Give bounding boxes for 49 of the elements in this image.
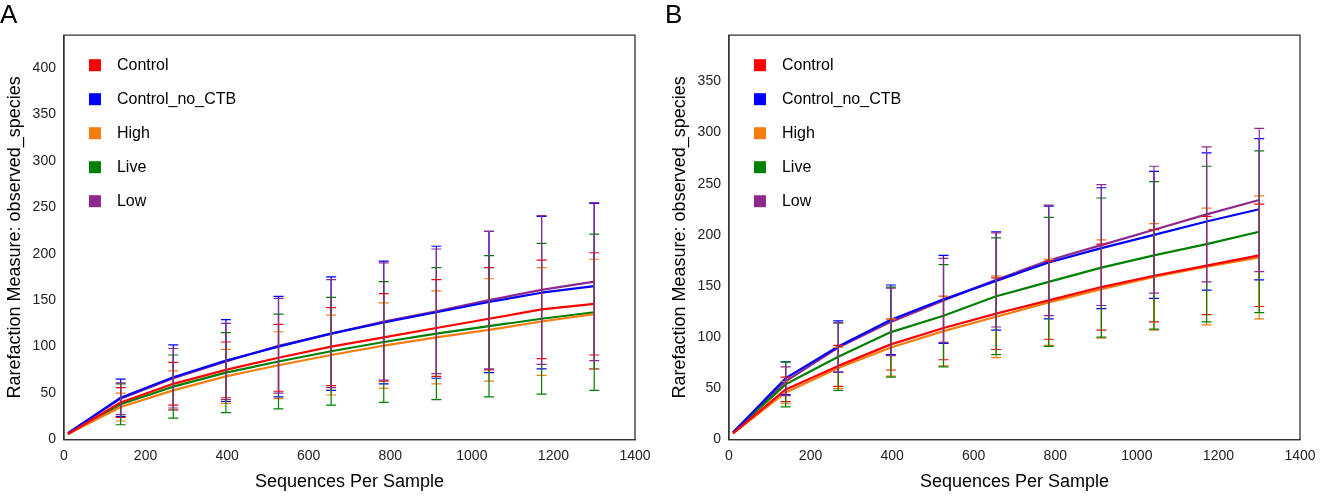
x-tick-label: 600 bbox=[297, 446, 321, 463]
legend-label: Control_no_CTB bbox=[116, 89, 237, 108]
y-tick-label: 0 bbox=[48, 430, 57, 447]
x-tick-label: 1000 bbox=[456, 446, 488, 463]
legend-label: Control_no_CTB bbox=[781, 89, 902, 108]
y-tick-label: 300 bbox=[32, 151, 57, 168]
y-tick-label: 350 bbox=[32, 105, 57, 122]
legend-label: Low bbox=[781, 191, 812, 209]
y-tick-label: 300 bbox=[697, 123, 722, 140]
x-tick-label: 800 bbox=[378, 446, 403, 463]
legend-label: Control bbox=[116, 55, 169, 73]
y-axis-title: Rarefaction Measure: observed_species bbox=[3, 76, 25, 399]
x-tick-label: 1400 bbox=[1284, 446, 1316, 463]
x-tick-label: 0 bbox=[60, 446, 69, 463]
x-tick-label: 1400 bbox=[619, 446, 651, 463]
x-tick-label: 800 bbox=[1043, 446, 1068, 463]
x-tick-label: 200 bbox=[133, 446, 158, 463]
y-tick-label: 250 bbox=[32, 198, 57, 215]
legend-label: Live bbox=[781, 157, 812, 175]
x-tick-label: 400 bbox=[215, 446, 240, 463]
x-tick-label: 400 bbox=[880, 446, 905, 463]
y-tick-label: 200 bbox=[697, 225, 722, 242]
legend-label: High bbox=[781, 123, 815, 141]
y-tick-label: 100 bbox=[32, 337, 57, 354]
chart-title: B bbox=[665, 0, 683, 29]
y-axis-title: Rarefaction Measure: observed_species bbox=[668, 76, 690, 399]
y-tick-label: 150 bbox=[32, 291, 57, 308]
y-tick-label: 150 bbox=[697, 276, 722, 293]
y-tick-label: 0 bbox=[713, 430, 722, 447]
x-tick-label: 0 bbox=[725, 446, 734, 463]
y-tick-label: 250 bbox=[697, 174, 722, 191]
legend-label: Live bbox=[116, 157, 147, 175]
x-tick-label: 1000 bbox=[1121, 446, 1153, 463]
y-tick-label: 50 bbox=[40, 383, 57, 400]
y-tick-label: 400 bbox=[32, 58, 57, 75]
legend-label: High bbox=[116, 123, 150, 141]
x-tick-label: 200 bbox=[798, 446, 823, 463]
x-axis-title: Sequences Per Sample bbox=[254, 471, 445, 492]
x-tick-label: 1200 bbox=[1202, 446, 1235, 463]
y-tick-label: 50 bbox=[705, 379, 722, 396]
chart-title: A bbox=[0, 0, 18, 29]
x-tick-label: 600 bbox=[962, 446, 986, 463]
x-axis-title: Sequences Per Sample bbox=[919, 471, 1110, 492]
y-tick-label: 100 bbox=[697, 328, 722, 345]
x-tick-label: 1200 bbox=[537, 446, 570, 463]
y-tick-label: 350 bbox=[697, 72, 722, 89]
legend-label: Control bbox=[781, 55, 834, 73]
legend-label: Low bbox=[116, 191, 147, 209]
y-tick-label: 200 bbox=[32, 244, 57, 261]
